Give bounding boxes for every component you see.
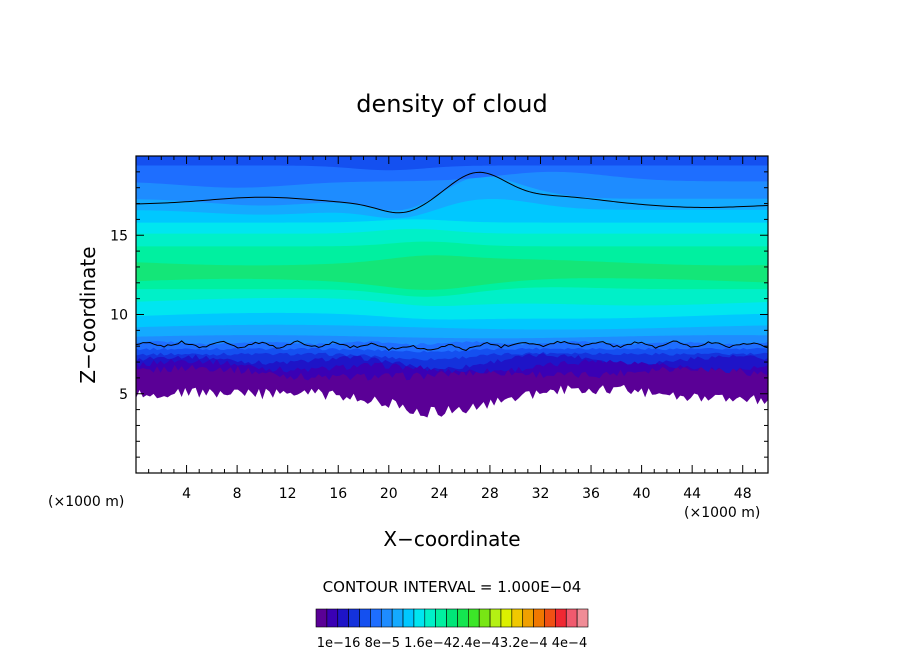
colorbar-swatch [489, 608, 502, 628]
colorbar-swatch [500, 608, 513, 628]
colorbar-swatch [544, 608, 556, 628]
x-tick-label: 40 [633, 486, 651, 502]
x-tick-label: 28 [481, 486, 499, 502]
x-tick-label: 8 [233, 486, 242, 502]
colorbar-swatch [391, 608, 404, 628]
y-tick-label: 10 [110, 308, 128, 324]
colorbar [315, 608, 589, 628]
colorbar-swatch [413, 608, 426, 628]
plot-area [136, 156, 768, 473]
colorbar-swatch [478, 608, 491, 628]
colorbar-swatch [435, 608, 447, 628]
colorbar-swatch [457, 608, 469, 628]
contour-lines [136, 171, 768, 351]
x-tick-label: 20 [380, 486, 398, 502]
colorbar-swatch [468, 608, 480, 628]
colorbar-swatch [511, 608, 524, 628]
colorbar-swatch [565, 608, 578, 628]
colorbar-swatch [359, 608, 371, 628]
y-axis-label: Z−coordinate [76, 246, 100, 383]
colorbar-swatch [380, 608, 393, 628]
contour-interval-text: CONTOUR INTERVAL = 1.000E−04 [323, 578, 582, 596]
colorbar-swatch [348, 608, 360, 628]
x-axis-label: X−coordinate [383, 527, 520, 551]
colorbar-swatch [326, 608, 339, 628]
x-unit-left: (×1000 m) [48, 494, 124, 510]
x-unit-right: (×1000 m) [684, 505, 760, 521]
y-axis-ticks: 5 10 15 [110, 171, 768, 458]
colorbar-swatch [576, 608, 589, 628]
x-axis-ticks: 4 8 12 16 20 24 28 32 36 40 44 48 [148, 156, 756, 502]
colorbar-swatch [370, 608, 382, 628]
x-tick-label: 24 [430, 486, 448, 502]
x-tick-label: 12 [279, 486, 297, 502]
colorbar-swatch [533, 608, 545, 628]
y-tick-label: 15 [110, 228, 128, 244]
colorbar-swatch [402, 608, 415, 628]
colorbar-swatch [337, 608, 349, 628]
colorbar-swatch [315, 608, 328, 628]
x-tick-label: 48 [734, 486, 752, 502]
colorbar-swatch [555, 608, 567, 628]
colorbar-swatch [522, 608, 534, 628]
x-tick-label: 44 [683, 486, 701, 502]
colorbar-swatch [446, 608, 458, 628]
x-tick-label: 32 [532, 486, 550, 502]
contour-line-lower [136, 340, 768, 351]
contour-bands [136, 156, 768, 418]
colorbar-swatch [424, 608, 436, 628]
contour-band-20 [136, 156, 768, 171]
x-tick-label: 4 [182, 486, 191, 502]
x-tick-label: 16 [329, 486, 347, 502]
chart-title: density of cloud [356, 90, 547, 118]
y-tick-label: 5 [119, 387, 128, 403]
x-tick-label: 36 [582, 486, 600, 502]
contour-line-upper [136, 171, 768, 214]
colorbar-labels: 1e−16 8e−5 1.6e−42.4e−43.2e−4 4e−4 [317, 636, 587, 651]
